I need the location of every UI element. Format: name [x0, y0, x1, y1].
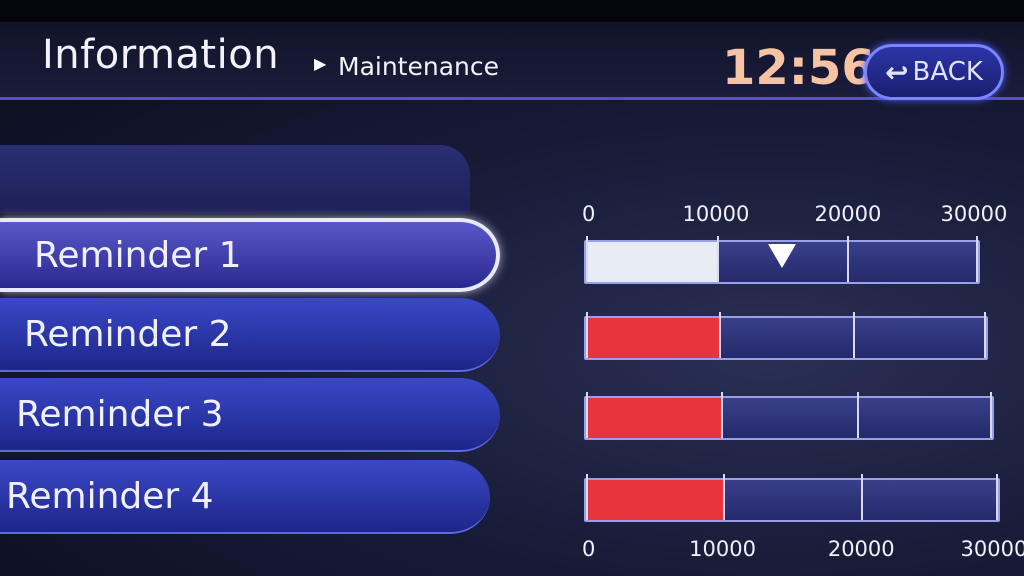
breadcrumb-arrow-icon: ▶: [314, 54, 327, 73]
scale-label: 30000: [960, 537, 1024, 561]
scale-tick: [984, 312, 986, 358]
scale-tick: [716, 236, 719, 282]
back-arrow-icon: ↩: [885, 55, 909, 89]
reminder-label: Reminder 1: [34, 234, 242, 276]
progress-fill: [586, 480, 724, 520]
scale-tick: [860, 474, 863, 520]
scale-tick: [586, 236, 588, 282]
scale-tick: [990, 392, 992, 438]
scale-label: 30000: [940, 202, 1008, 226]
reminder-item-3[interactable]: Reminder 3: [0, 378, 500, 452]
reminder-progress-bar-4: [584, 474, 1000, 522]
reminder-label: Reminder 3: [16, 393, 224, 435]
reminder-item-2[interactable]: Reminder 2: [0, 298, 500, 372]
reminder-progress-bar-2: [584, 312, 988, 360]
clock: 12:56: [722, 40, 875, 96]
scale-label: 10000: [682, 202, 750, 226]
scale-tick: [847, 236, 850, 282]
reminder-progress-bar-1: [584, 236, 980, 284]
list-header-band: [0, 145, 470, 213]
progress-fill: [586, 242, 717, 282]
scale-tick: [976, 236, 978, 282]
scale-tick: [719, 312, 722, 358]
scale-label: 10000: [689, 537, 756, 561]
reminder-item-4[interactable]: Reminder 4: [0, 460, 490, 534]
reminder-label: Reminder 2: [24, 313, 232, 355]
breadcrumb-subtitle: Maintenance: [338, 52, 499, 81]
current-mileage-marker-icon: [768, 244, 796, 268]
progress-fill: [586, 398, 722, 438]
scale-tick: [996, 474, 998, 520]
header: [0, 22, 1024, 100]
progress-fill: [586, 318, 720, 358]
scale-tick: [586, 392, 588, 438]
scale-label: 20000: [827, 537, 895, 561]
reminder-label: Reminder 4: [6, 475, 214, 517]
scale-label: 20000: [814, 202, 882, 226]
scale-label: 0: [582, 537, 596, 561]
scale-tick: [723, 474, 726, 520]
reminder-progress-bar-3: [584, 392, 994, 440]
scale-tick: [852, 312, 855, 358]
scale-label: 0: [582, 202, 596, 226]
back-button[interactable]: ↩ BACK: [864, 44, 1004, 100]
scale-tick: [856, 392, 859, 438]
reminder-item-1[interactable]: Reminder 1: [0, 218, 500, 292]
page-title: Information: [42, 32, 280, 78]
scale-tick: [586, 312, 588, 358]
scale-tick: [721, 392, 724, 438]
back-label: BACK: [912, 57, 983, 87]
scale-tick: [586, 474, 588, 520]
